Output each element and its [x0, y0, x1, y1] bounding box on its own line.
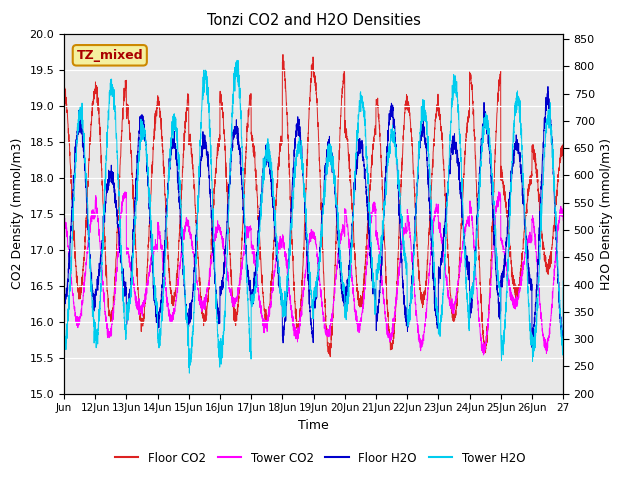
- Floor CO2: [446, 285, 454, 290]
- Line: Tower H2O: Tower H2O: [64, 60, 563, 373]
- Floor H2O: [215, 318, 223, 324]
- Tower H2O: [446, 142, 454, 147]
- Floor CO2: [92, 79, 99, 85]
- Tower CO2: [92, 197, 99, 203]
- Floor CO2: [60, 92, 68, 97]
- Tower CO2: [121, 189, 129, 195]
- Tower H2O: [60, 339, 68, 345]
- Tower H2O: [405, 311, 413, 317]
- Floor H2O: [544, 84, 552, 89]
- Tower CO2: [479, 352, 487, 358]
- Tower H2O: [92, 329, 99, 335]
- X-axis label: Time: Time: [298, 419, 329, 432]
- Floor H2O: [60, 300, 68, 306]
- Y-axis label: H2O Density (mmol/m3): H2O Density (mmol/m3): [600, 138, 613, 289]
- Floor H2O: [528, 345, 536, 350]
- Floor CO2: [215, 144, 223, 149]
- Tower H2O: [186, 370, 193, 376]
- Tower H2O: [559, 278, 567, 284]
- Tower H2O: [216, 356, 223, 362]
- Tower CO2: [60, 212, 68, 217]
- Tower CO2: [559, 217, 567, 223]
- Legend: Floor CO2, Tower CO2, Floor H2O, Tower H2O: Floor CO2, Tower CO2, Floor H2O, Tower H…: [110, 447, 530, 469]
- Tower CO2: [446, 300, 454, 305]
- Floor H2O: [120, 281, 127, 287]
- Line: Tower CO2: Tower CO2: [64, 192, 563, 355]
- Floor CO2: [405, 105, 413, 110]
- Floor CO2: [559, 156, 567, 161]
- Text: TZ_mixed: TZ_mixed: [77, 49, 143, 62]
- Line: Floor CO2: Floor CO2: [64, 55, 563, 357]
- Floor CO2: [279, 52, 287, 58]
- Floor H2O: [445, 168, 453, 174]
- Tower H2O: [120, 305, 128, 311]
- Floor H2O: [559, 322, 567, 328]
- Tower CO2: [120, 193, 127, 199]
- Title: Tonzi CO2 and H2O Densities: Tonzi CO2 and H2O Densities: [207, 13, 420, 28]
- Tower CO2: [216, 228, 223, 234]
- Floor CO2: [120, 85, 128, 91]
- Floor H2O: [120, 279, 128, 285]
- Floor CO2: [326, 354, 334, 360]
- Floor CO2: [120, 104, 127, 110]
- Tower H2O: [233, 58, 241, 63]
- Line: Floor H2O: Floor H2O: [64, 86, 563, 348]
- Tower CO2: [120, 191, 128, 197]
- Tower H2O: [120, 303, 127, 309]
- Floor H2O: [405, 315, 413, 321]
- Tower CO2: [405, 219, 413, 225]
- Y-axis label: CO2 Density (mmol/m3): CO2 Density (mmol/m3): [11, 138, 24, 289]
- Floor H2O: [92, 291, 99, 297]
